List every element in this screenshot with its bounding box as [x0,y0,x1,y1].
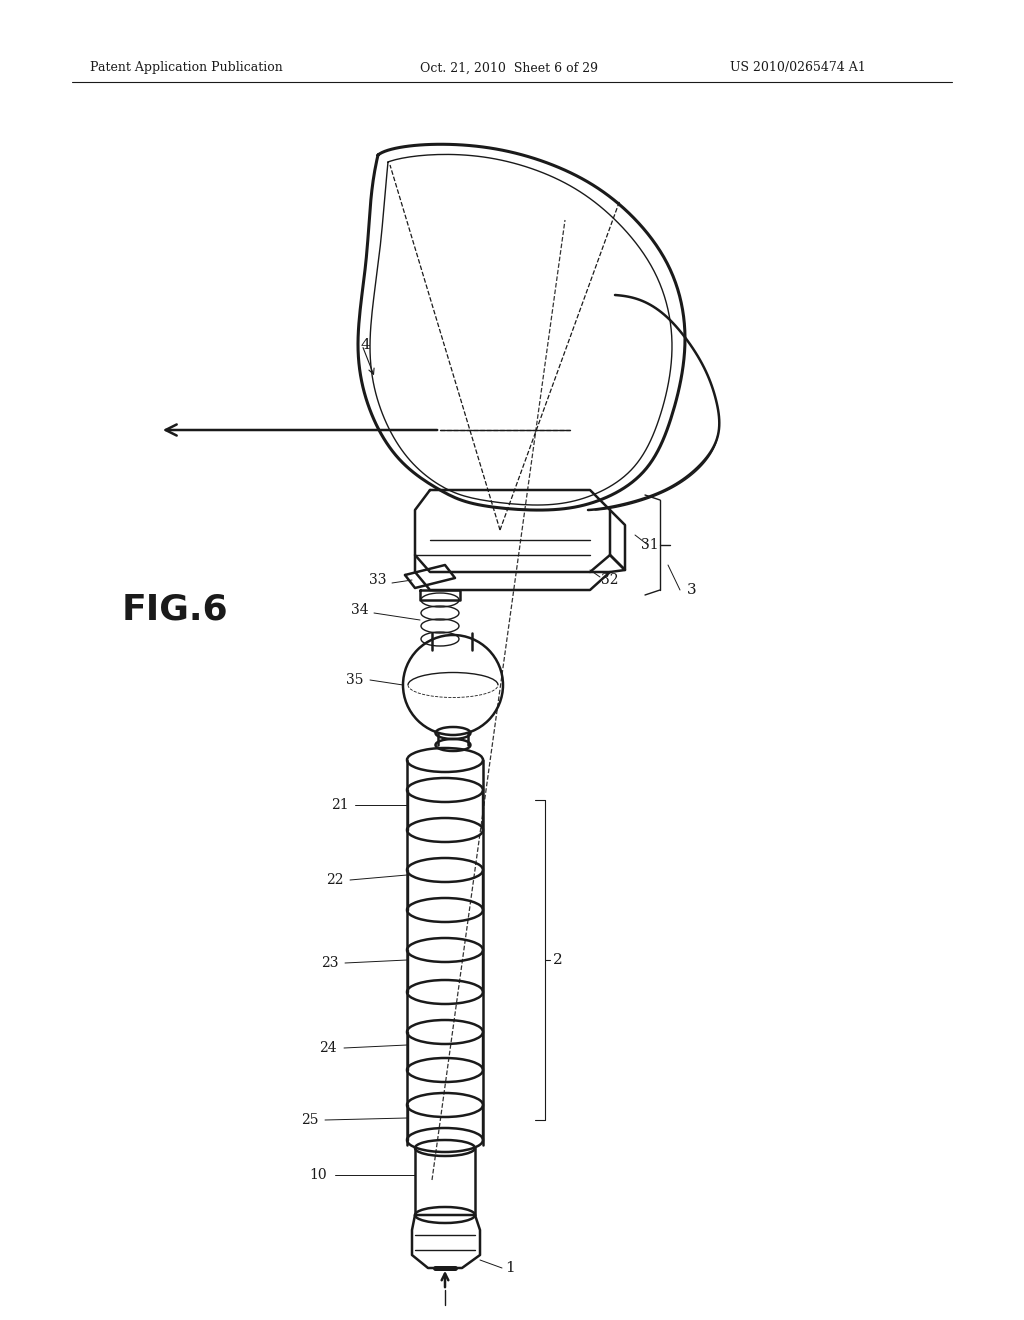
Text: FIG.6: FIG.6 [122,593,228,627]
Text: 33: 33 [370,573,387,587]
Text: 10: 10 [309,1168,327,1181]
Text: 22: 22 [327,873,344,887]
Text: 21: 21 [331,799,349,812]
Text: 2: 2 [553,953,563,968]
Text: 24: 24 [319,1041,337,1055]
Text: Oct. 21, 2010  Sheet 6 of 29: Oct. 21, 2010 Sheet 6 of 29 [420,62,598,74]
Text: 3: 3 [687,583,696,597]
Text: US 2010/0265474 A1: US 2010/0265474 A1 [730,62,865,74]
Text: 25: 25 [301,1113,318,1127]
Text: 31: 31 [641,539,658,552]
Text: 35: 35 [346,673,364,686]
Text: 32: 32 [601,573,618,587]
Text: 1: 1 [505,1261,515,1275]
Text: Patent Application Publication: Patent Application Publication [90,62,283,74]
Text: 34: 34 [351,603,369,616]
Text: 4: 4 [360,338,370,352]
Text: 23: 23 [322,956,339,970]
